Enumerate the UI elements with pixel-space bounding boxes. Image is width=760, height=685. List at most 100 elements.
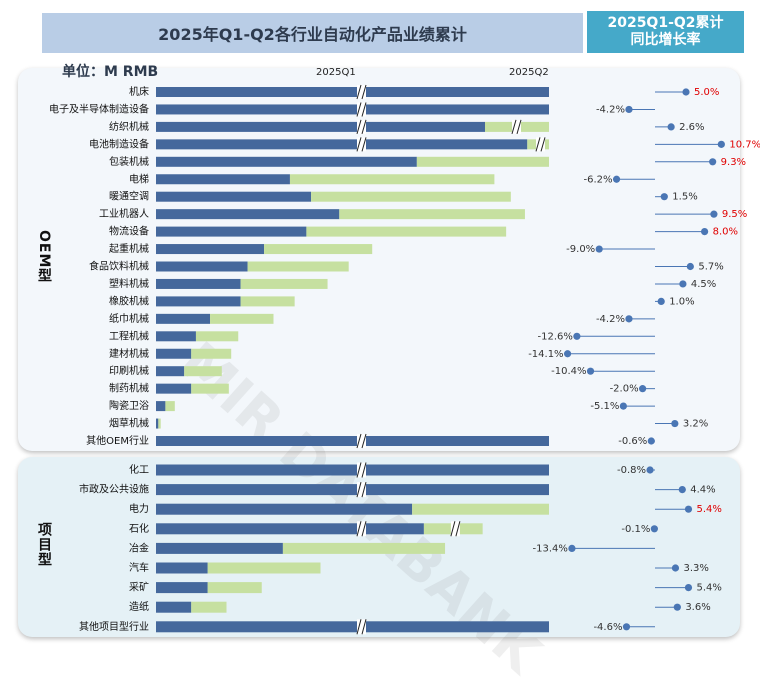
row-1-8-break-q1-gap (357, 619, 366, 635)
row-1-7-growth-label: 3.6% (685, 602, 710, 613)
row-0-6-bar-q2 (311, 191, 511, 202)
row-0-0-label: 机床 (129, 85, 149, 98)
row-1-4-growth-label: -13.4% (533, 543, 568, 554)
row-0-6-bar-q1 (156, 191, 312, 202)
row-1-3-break-q1-slash-a (356, 521, 362, 537)
row-0-4-bar-q2 (416, 156, 549, 167)
row-0-14-growth-dot (573, 332, 581, 340)
row-0-17-bar-q1 (156, 383, 192, 394)
row-1-2-growth-label: 5.4% (696, 504, 721, 515)
row-1-1-break-q1-gap (357, 482, 366, 498)
row-1-0-break-q1-gap (357, 462, 366, 478)
row-0-4-growth-label: 9.3% (721, 157, 746, 168)
row-0-8-label: 物流设备 (109, 225, 149, 238)
row-1-1-growth-label: 4.4% (690, 485, 715, 496)
row-0-5-label: 电梯 (129, 172, 149, 185)
row-1-8-break-q1-slash-b (361, 619, 367, 635)
row-0-8-growth-label: 8.0% (713, 227, 738, 238)
row-0-12-growth-dot (657, 297, 665, 305)
row-1-4-bar-q1 (156, 542, 283, 554)
row-0-16-bar-q1 (156, 366, 185, 377)
row-0-13-bar-q2 (210, 313, 274, 324)
row-0-20-break-q1-slash-b (361, 433, 367, 449)
row-0-15-bar-q1 (156, 348, 192, 359)
row-1-5-label: 汽车 (129, 561, 149, 574)
row-0-3-break-q2-gap (536, 137, 545, 152)
chart-title: 2025年Q1-Q2各行业自动化产品业绩累计 (42, 13, 583, 53)
row-0-2-break-q2-gap (512, 119, 521, 134)
row-1-2-bar-q1 (156, 503, 413, 515)
row-1-5-bar-q1 (156, 562, 208, 574)
row-0-11-bar-q2 (240, 278, 328, 289)
column-header-q1: 2025Q1 (316, 67, 356, 78)
row-0-16-growth-label: -10.4% (551, 366, 586, 377)
row-0-14-bar-q2 (195, 331, 239, 342)
row-0-10-bar-q1 (156, 261, 248, 272)
row-1-3-break-q2-gap (450, 521, 460, 537)
row-0-4-growth-dot (709, 158, 717, 166)
row-0-5-bar-q2 (289, 174, 495, 185)
row-0-1-break-q1-gap (357, 102, 366, 117)
row-0-15-growth-label: -14.1% (528, 349, 563, 360)
row-1-0-break-q1-slash-a (356, 462, 362, 478)
row-0-0-break-q1-slash-a (356, 84, 362, 100)
row-0-0-bar-q1 (156, 87, 549, 97)
row-0-16-label: 印刷机械 (109, 364, 149, 377)
growth-header-line2: 同比增长率 (630, 32, 701, 48)
row-1-2-label: 电力 (129, 502, 149, 515)
row-0-3-break-q2-slash-b (540, 137, 546, 152)
row-1-5-growth-label: 3.3% (683, 563, 708, 574)
row-0-18-bar-q2 (165, 401, 175, 412)
row-0-11-growth-dot (679, 280, 687, 288)
row-0-7-growth-label: 9.5% (722, 209, 747, 220)
row-1-6-bar-q1 (156, 582, 208, 594)
row-1-7-growth-dot (673, 603, 681, 611)
row-1-0-bar-q1 (156, 464, 549, 476)
row-0-11-label: 塑料机械 (109, 277, 149, 290)
row-0-9-growth-label: -9.0% (566, 244, 595, 255)
row-1-1-bar-q1 (156, 484, 549, 496)
row-1-0-growth-dot (646, 466, 654, 474)
row-0-20-growth-dot (647, 437, 655, 445)
row-1-7-bar-q2 (191, 601, 227, 613)
row-0-6-growth-dot (660, 193, 668, 201)
row-0-12-label: 橡胶机械 (109, 294, 149, 307)
row-0-0-growth-dot (682, 88, 690, 96)
row-0-4-label: 包装机械 (109, 155, 149, 168)
column-header-q2: 2025Q2 (509, 67, 549, 78)
row-0-19-bar-q2 (158, 418, 161, 429)
row-0-17-growth-label: -2.0% (610, 384, 639, 395)
row-0-8-bar-q2 (306, 226, 507, 237)
row-1-3-growth-label: -0.1% (621, 524, 650, 535)
row-0-2-break-q1-slash-b (361, 119, 367, 135)
row-0-10-label: 食品饮料机械 (89, 260, 149, 273)
row-0-17-label: 制药机械 (109, 382, 149, 395)
row-0-19-bar-q1 (156, 418, 159, 429)
row-0-0-growth-label: 5.0% (694, 87, 719, 98)
row-0-5-growth-label: -6.2% (584, 174, 613, 185)
row-0-18-bar-q1 (156, 401, 166, 412)
row-1-5-growth-dot (671, 564, 680, 572)
row-0-19-growth-label: 3.2% (683, 419, 708, 430)
growth-header-line1: 2025Q1-Q2累计 (607, 15, 724, 31)
row-0-14-bar-q1 (156, 331, 196, 342)
row-0-16-growth-dot (586, 367, 595, 375)
unit-label: 单位：M RMB (62, 64, 159, 80)
chart-canvas: 机床 5.0% 电子及半导体制造设备 -4.2% 纺织机械 2.6% 电池制造设备 10.7%… (49, 84, 760, 635)
row-0-2-break-q1-gap (357, 119, 366, 134)
row-0-15-growth-dot (563, 350, 572, 358)
row-1-1-label: 市政及公共设施 (79, 483, 149, 496)
row-0-15-label: 建材机械 (109, 347, 149, 360)
row-0-3-bar-q1 (156, 139, 528, 150)
row-0-6-growth-label: 1.5% (672, 192, 697, 203)
row-0-17-growth-dot (639, 385, 647, 393)
row-0-11-bar-q1 (156, 278, 241, 289)
row-0-1-break-q1-slash-a (356, 102, 362, 117)
row-0-7-growth-dot (710, 210, 718, 218)
row-0-12-growth-label: 1.0% (669, 296, 694, 307)
row-0-16-bar-q2 (184, 366, 222, 377)
row-1-3-break-q1-slash-b (361, 521, 367, 537)
row-0-2-bar-q1 (156, 121, 485, 132)
group-label-oem: OEM型 (36, 230, 52, 284)
row-0-13-bar-q1 (156, 313, 211, 324)
